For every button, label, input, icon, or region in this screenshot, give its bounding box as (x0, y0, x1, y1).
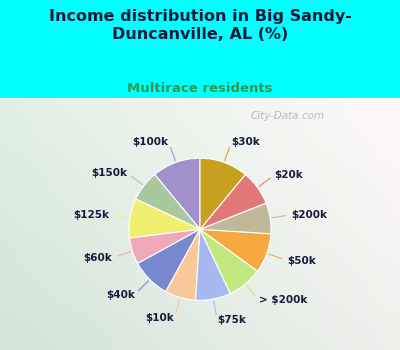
Text: $60k: $60k (83, 253, 112, 263)
Wedge shape (200, 229, 271, 271)
Text: $100k: $100k (133, 137, 169, 147)
Text: $150k: $150k (91, 168, 127, 178)
Text: $125k: $125k (73, 210, 109, 220)
Wedge shape (138, 229, 200, 292)
Wedge shape (200, 175, 266, 229)
Wedge shape (130, 229, 200, 264)
Text: $10k: $10k (146, 313, 174, 323)
Text: $20k: $20k (275, 170, 304, 180)
Text: Multirace residents: Multirace residents (127, 82, 273, 95)
Text: Income distribution in Big Sandy-
Duncanville, AL (%): Income distribution in Big Sandy- Duncan… (48, 9, 352, 42)
Wedge shape (136, 175, 200, 229)
Text: $40k: $40k (106, 289, 135, 300)
Text: $50k: $50k (287, 256, 316, 266)
Wedge shape (200, 229, 258, 294)
Wedge shape (155, 158, 200, 229)
Wedge shape (129, 199, 200, 238)
Text: > $200k: > $200k (259, 295, 307, 306)
Wedge shape (166, 229, 200, 300)
Text: $75k: $75k (217, 315, 246, 325)
Wedge shape (200, 158, 245, 229)
Text: City-Data.com: City-Data.com (251, 111, 325, 121)
Text: $200k: $200k (291, 210, 327, 220)
Text: $30k: $30k (231, 137, 260, 147)
Wedge shape (196, 229, 230, 300)
Wedge shape (200, 203, 271, 234)
